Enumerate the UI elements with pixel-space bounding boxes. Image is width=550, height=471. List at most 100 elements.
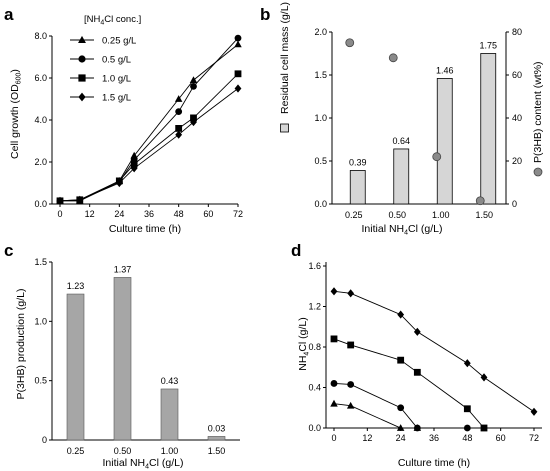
data-point-diamond bbox=[413, 327, 421, 336]
x-tick-label: 12 bbox=[85, 209, 95, 219]
data-point-triangle bbox=[346, 401, 355, 409]
data-point-triangle bbox=[330, 399, 338, 407]
panel-letter-a: a bbox=[4, 5, 14, 24]
data-point-square bbox=[190, 114, 197, 122]
panel-letter-c: c bbox=[4, 241, 13, 260]
y-tick-label: 0.5 bbox=[34, 376, 47, 386]
data-point-circle bbox=[190, 83, 197, 90]
right-y-tick-label: 80 bbox=[512, 27, 522, 37]
bar-value-label: 0.43 bbox=[161, 376, 179, 386]
x-tick-label: 72 bbox=[233, 209, 243, 219]
data-point-diamond bbox=[530, 407, 538, 416]
right-y-tick-label: 40 bbox=[512, 113, 522, 123]
x-tick-label: 0.25 bbox=[67, 446, 85, 456]
panel-c-axes: 0 0.5 1.0 1.5 0.25 0.50 1.00 1.50 bbox=[34, 257, 240, 456]
bar-value-label: 1.46 bbox=[436, 65, 454, 75]
x-tick-label: 1.50 bbox=[475, 210, 493, 220]
right-y-tick-label: 60 bbox=[512, 70, 522, 80]
panel-d-y-axis-label: NH4Cl (g/L) bbox=[297, 317, 311, 371]
x-tick-label: 48 bbox=[462, 433, 472, 443]
panel-a-series-lines bbox=[59, 37, 239, 202]
panel-b-right-axis-title: P(3HB) content (wt%) bbox=[532, 61, 544, 177]
data-point-diamond bbox=[234, 84, 242, 93]
bar bbox=[349, 170, 366, 205]
data-point-triangle bbox=[234, 40, 242, 48]
bar bbox=[160, 388, 179, 441]
legend-label: 0.5 g/L bbox=[102, 55, 131, 66]
panel-d-axes: 0.0 0.4 0.8 1.2 1.6 0 12 24 36 48 60 72 bbox=[308, 261, 542, 443]
x-tick-label: 0 bbox=[57, 209, 62, 219]
data-point-diamond bbox=[130, 164, 138, 173]
x-tick-label: 72 bbox=[529, 433, 539, 443]
y-tick-label: 1.0 bbox=[34, 316, 47, 326]
data-point-square bbox=[397, 356, 405, 364]
x-tick-label: 1.50 bbox=[208, 446, 226, 456]
y-tick-label: 0 bbox=[42, 435, 47, 445]
left-y-tick-label: 2.0 bbox=[314, 27, 327, 37]
panel-b-x-axis-label: Initial NH4Cl (g/L) bbox=[362, 223, 443, 237]
content-point bbox=[475, 196, 485, 206]
series-line-triangle bbox=[60, 44, 239, 202]
data-point-diamond bbox=[56, 196, 64, 205]
x-tick-label: 1.00 bbox=[432, 210, 450, 220]
bar bbox=[113, 277, 132, 441]
y-tick-label: 1.5 bbox=[34, 257, 47, 267]
left-y-tick-label: 0.0 bbox=[314, 199, 327, 209]
data-point-circle bbox=[413, 424, 421, 432]
data-point-square bbox=[413, 368, 421, 376]
data-point-diamond bbox=[397, 310, 405, 319]
x-tick-label: 1.00 bbox=[161, 446, 179, 456]
x-tick-label: 24 bbox=[396, 433, 406, 443]
panel-c-x-axis-label: Initial NH4Cl (g/L) bbox=[103, 457, 184, 471]
data-point-diamond bbox=[330, 287, 338, 296]
x-tick-label: 36 bbox=[429, 433, 439, 443]
panel-c-production-chart: 00.51.01.50.25 0.50 1.00 1.50 1.231.370.430… bbox=[15, 257, 240, 471]
panel-a-y-axis-label: Cell growth (OD600) bbox=[9, 69, 23, 159]
y-tick-label: 4.0 bbox=[34, 115, 47, 125]
panel-b-right-y-axis-label: P(3HB) content (wt%) bbox=[532, 61, 544, 163]
y-tick-label: 0.4 bbox=[308, 383, 321, 393]
bar bbox=[393, 148, 410, 205]
legend-marker-triangle bbox=[78, 35, 86, 44]
right-y-tick-label: 0 bbox=[512, 199, 517, 209]
panel-a-x-axis-label: Culture time (h) bbox=[109, 223, 181, 235]
bar-value-label: 0.03 bbox=[208, 423, 226, 433]
y-tick-label: 6.0 bbox=[34, 73, 47, 83]
x-tick-label: 0.25 bbox=[345, 210, 363, 220]
panel-c-y-axis-label: P(3HB) production (g/L) bbox=[15, 289, 27, 400]
data-point-square bbox=[330, 335, 338, 343]
panel-c-bars: 1.23 1.37 0.43 0.03 bbox=[66, 264, 226, 441]
data-point-diamond bbox=[76, 195, 84, 204]
panel-letter-d: d bbox=[291, 241, 301, 260]
x-tick-label: 48 bbox=[174, 209, 184, 219]
bar bbox=[207, 436, 226, 441]
panel-b-residual-cell-mass-chart: 0.0 0.5 1.0 1.5 2.0 0 20 40 60 80 0.25 0.50 1.00 1.50… bbox=[279, 2, 544, 237]
data-point-square bbox=[234, 70, 242, 78]
bar-value-label: 0.39 bbox=[349, 157, 367, 167]
series-line-triangle bbox=[333, 403, 418, 429]
panel-a-markers bbox=[56, 34, 242, 205]
data-point-circle bbox=[397, 404, 405, 412]
data-point-square bbox=[480, 424, 488, 432]
data-point-circle bbox=[330, 380, 338, 387]
data-point-square bbox=[347, 341, 355, 349]
x-tick-label: 60 bbox=[203, 209, 213, 219]
panel-b-left-y-axis-label: Residual cell mass (g/L) bbox=[279, 2, 291, 114]
bar-legend-swatch bbox=[280, 123, 289, 133]
data-point-triangle bbox=[189, 76, 198, 83]
data-point-diamond bbox=[347, 289, 355, 298]
data-point-circle bbox=[463, 424, 471, 432]
y-tick-label: 0.0 bbox=[34, 199, 47, 209]
data-point-triangle bbox=[174, 95, 183, 102]
y-tick-label: 0.0 bbox=[308, 423, 321, 433]
bar bbox=[66, 293, 85, 441]
right-y-tick-label: 20 bbox=[512, 156, 522, 166]
legend-marker-circle bbox=[78, 55, 86, 63]
bar-value-label: 1.37 bbox=[114, 264, 132, 274]
legend-label: 1.5 g/L bbox=[102, 93, 131, 104]
data-point-diamond bbox=[480, 373, 488, 382]
data-point-triangle bbox=[396, 424, 405, 431]
x-tick-label: 0.50 bbox=[114, 446, 132, 456]
x-tick-label: 60 bbox=[496, 433, 506, 443]
data-point-circle bbox=[175, 108, 183, 115]
